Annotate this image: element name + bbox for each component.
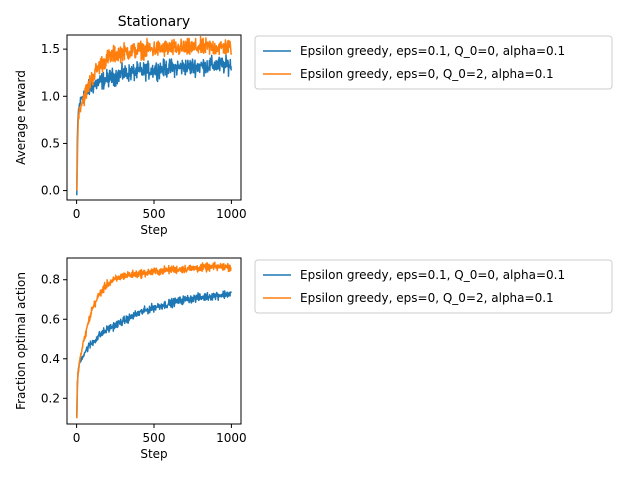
y-axis-label: Average reward [14,70,28,165]
x-axis-label: Step [140,223,167,237]
legend: Epsilon greedy, eps=0.1, Q_0=0, alpha=0.… [254,259,613,314]
chart-title: Stationary [118,14,190,30]
legend-label-0: Epsilon greedy, eps=0.1, Q_0=0, alpha=0.… [300,268,565,282]
y-tick-label: 0.5 [41,136,60,150]
y-tick-label: 0.6 [41,312,60,326]
x-axis-label: Step [140,447,167,461]
chart-panel-1: 0 500 1000 0.2 0.4 0.6 0.8 Step Fraction optimal… [14,257,613,461]
y-axis-label: Fraction optimal action [14,272,28,410]
y-tick-label: 0.4 [41,352,60,366]
y-tick-label: 0.2 [41,391,60,405]
x-tick-label: 1000 [216,431,247,445]
series-line-0 [76,54,232,196]
series-lines [76,35,232,196]
y-tick-label: 1.0 [41,89,60,103]
legend-label-1: Epsilon greedy, eps=0, Q_0=2, alpha=0.1 [300,67,554,81]
series-line-0 [76,290,232,419]
legend-box [254,35,613,90]
y-tick-label: 0.8 [41,273,60,287]
y-tick-label: 1.5 [41,42,60,56]
series-line-1 [76,35,232,191]
legend-box [254,259,613,314]
y-tick-label: 0.0 [41,184,60,198]
series-lines [76,261,232,419]
series-line-1 [76,261,232,419]
x-tick-label: 0 [73,207,81,221]
axes-frame [66,34,242,201]
x-tick-label: 500 [143,431,166,445]
legend: Epsilon greedy, eps=0.1, Q_0=0, alpha=0.… [254,35,613,90]
chart-panel-0: Stationary 0 500 1000 0.0 0.5 1.0 1.5 Step Averag… [14,14,613,237]
legend-label-1: Epsilon greedy, eps=0, Q_0=2, alpha=0.1 [300,291,554,305]
x-tick-label: 500 [143,207,166,221]
x-tick-label: 1000 [216,207,247,221]
legend-label-0: Epsilon greedy, eps=0.1, Q_0=0, alpha=0.… [300,44,565,58]
x-tick-label: 0 [73,431,81,445]
